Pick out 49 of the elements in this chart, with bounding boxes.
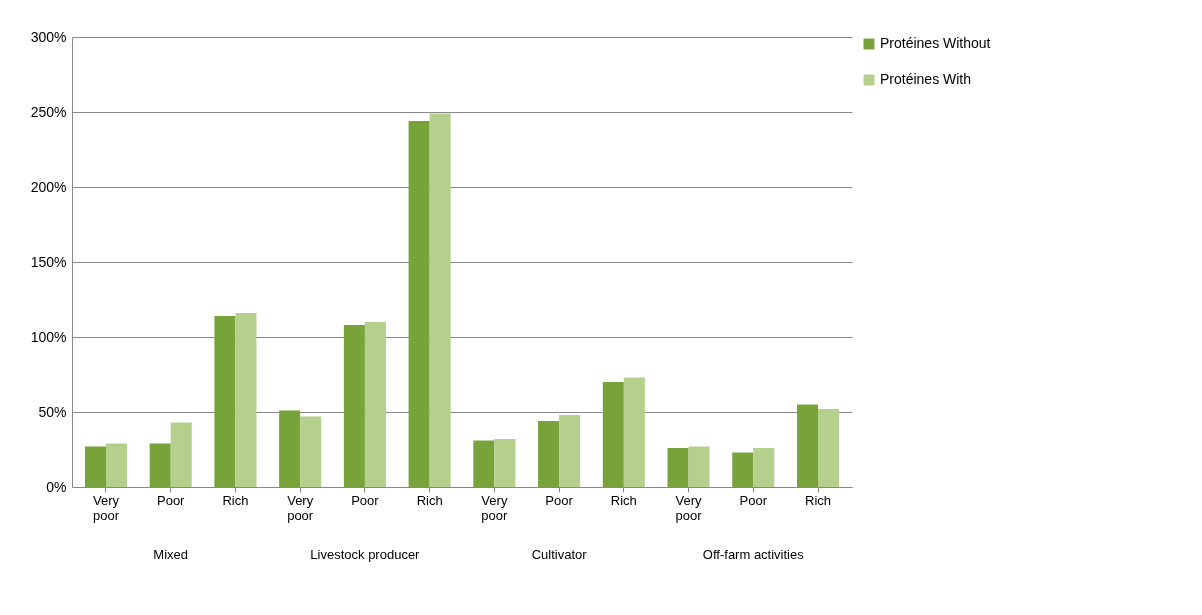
bar bbox=[602, 382, 624, 487]
x-tick-label: Poor bbox=[351, 492, 380, 508]
x-tick-label: Very poor bbox=[481, 492, 509, 523]
text: Off-farm activities bbox=[702, 547, 805, 562]
bar bbox=[796, 404, 819, 487]
bar bbox=[408, 121, 430, 487]
x-tick-label: Rich bbox=[222, 492, 249, 508]
bar bbox=[688, 446, 710, 487]
y-tick-label: 300% bbox=[30, 28, 67, 45]
x-tick-label: Poor bbox=[156, 492, 186, 508]
y-tick-label: 150% bbox=[30, 253, 67, 270]
y-tick-label: 100% bbox=[30, 328, 67, 345]
bar bbox=[667, 448, 689, 487]
y-tick-label: 250% bbox=[30, 103, 67, 120]
legend-label: Protéines Without bbox=[880, 35, 991, 51]
bar bbox=[753, 448, 775, 487]
bar bbox=[105, 443, 128, 487]
bar bbox=[364, 322, 386, 487]
x-tick-label: Poor bbox=[545, 492, 574, 508]
bar bbox=[235, 313, 257, 487]
bar bbox=[538, 421, 560, 487]
bar bbox=[149, 443, 171, 487]
bar bbox=[343, 325, 365, 487]
x-tick-label: Rich bbox=[416, 492, 443, 508]
bar bbox=[214, 316, 236, 487]
x-tick-label: Rich bbox=[805, 492, 832, 508]
bar bbox=[473, 440, 495, 487]
bar bbox=[170, 422, 192, 487]
x-tick-label: Very poor bbox=[675, 492, 703, 523]
legend-label: Protéines With bbox=[880, 71, 972, 87]
x-tick-label: Rich bbox=[610, 492, 637, 508]
bar bbox=[623, 377, 645, 487]
y-tick-label: 0% bbox=[46, 478, 67, 495]
bar bbox=[559, 415, 581, 487]
text: Mixed bbox=[153, 547, 189, 562]
text: Cultivator bbox=[531, 547, 588, 562]
x-tick-label: Very poor bbox=[92, 492, 120, 523]
bar bbox=[300, 416, 322, 487]
bar bbox=[429, 113, 451, 487]
x-tick-label: Very poor bbox=[287, 492, 314, 523]
bar bbox=[279, 410, 301, 487]
bar bbox=[494, 439, 516, 487]
x-tick-label: Poor bbox=[739, 492, 768, 508]
bar bbox=[84, 446, 106, 487]
bar bbox=[732, 452, 754, 487]
y-tick-label: 50% bbox=[38, 403, 67, 420]
bar bbox=[818, 409, 840, 487]
text: Livestock producer bbox=[310, 547, 421, 562]
y-tick-label: 200% bbox=[30, 178, 67, 195]
